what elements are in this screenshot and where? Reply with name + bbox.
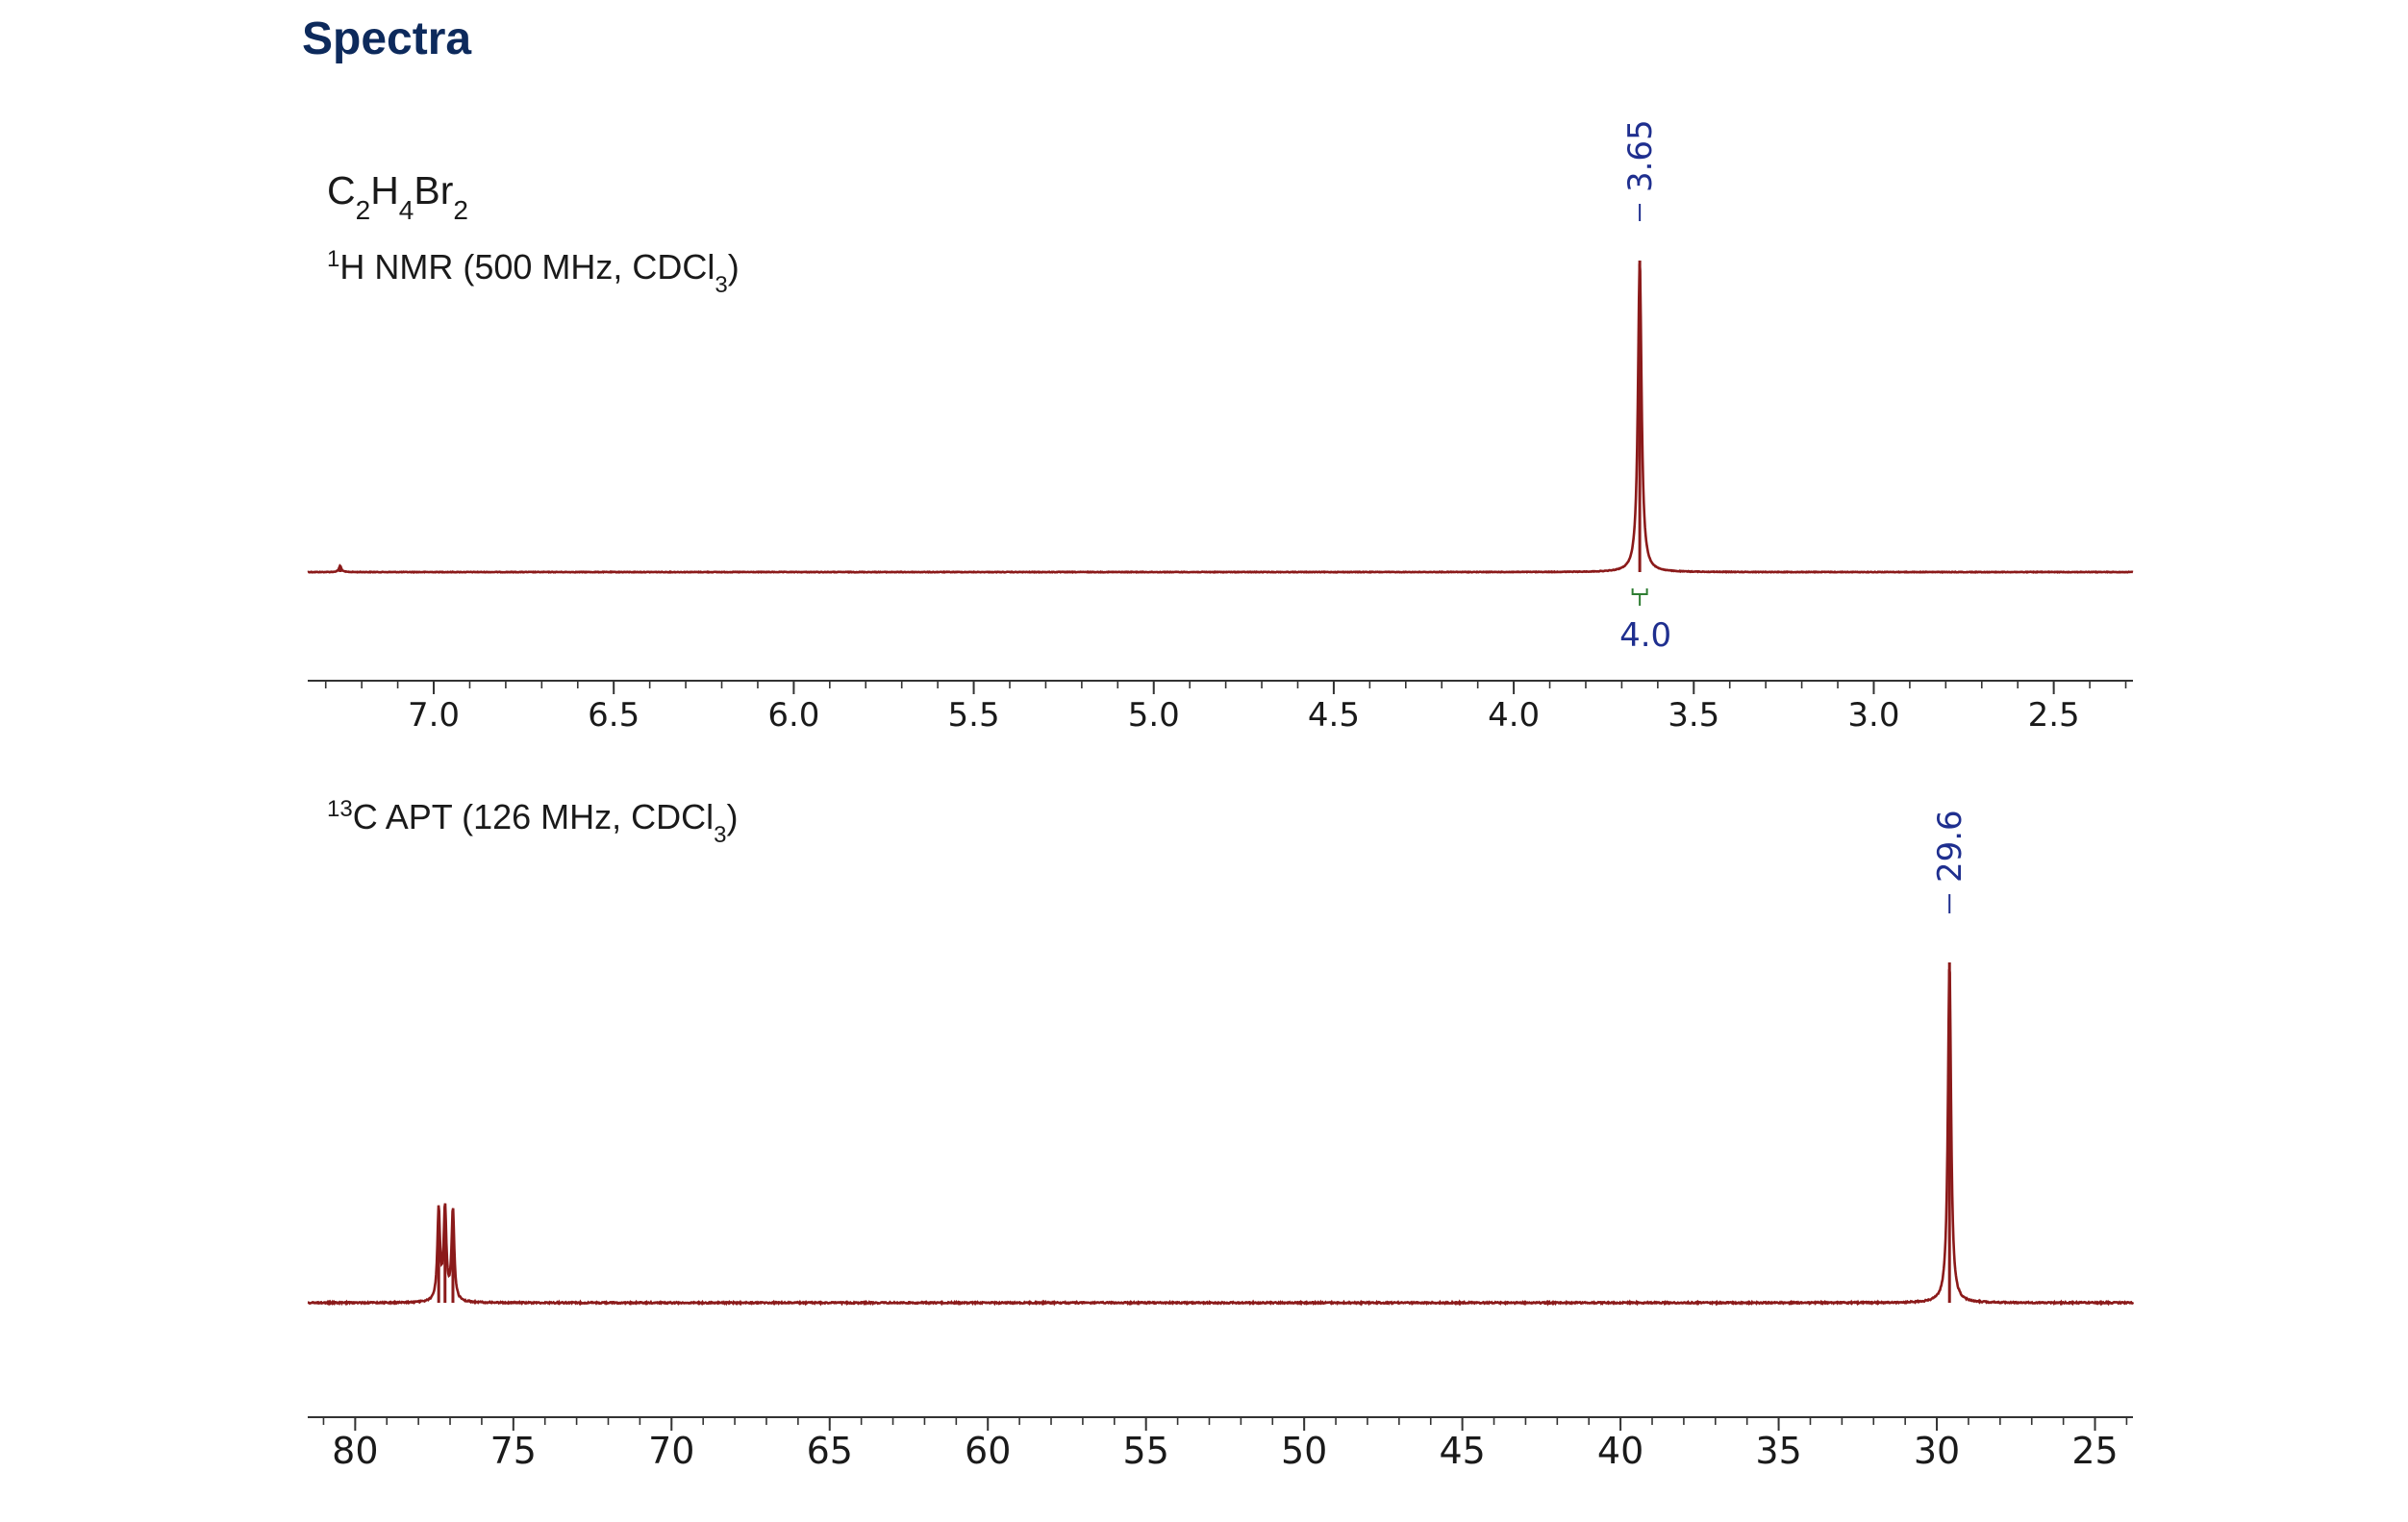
h-integral-label-0: 4.0 bbox=[1619, 616, 1671, 655]
h-nmr-close: ) bbox=[728, 247, 740, 287]
c-apt-text: C APT (126 MHz, CDCl bbox=[353, 797, 714, 836]
c-tick-label-5: 55 bbox=[1123, 1430, 1169, 1472]
h-tick-label-3: 5.5 bbox=[948, 696, 1000, 735]
c-peak-label-0: 29.6 bbox=[1931, 810, 1969, 883]
h-tick-label-5: 4.5 bbox=[1308, 696, 1360, 735]
h-nmr-subscript: 3 bbox=[715, 272, 727, 298]
c-apt-superscript: 13 bbox=[327, 796, 353, 822]
c-tick-label-8: 40 bbox=[1597, 1430, 1643, 1472]
c-tick-label-11: 25 bbox=[2071, 1430, 2118, 1472]
c-spectrum-trace bbox=[307, 968, 2135, 1307]
h-peak-label-0: 3.65 bbox=[1621, 119, 1660, 192]
h-nmr-text: H NMR (500 MHz, CDCl bbox=[339, 247, 715, 287]
c-tick-label-10: 30 bbox=[1914, 1430, 1960, 1472]
c-apt-experiment-label: 13C APT (126 MHz, CDCl3) bbox=[327, 796, 738, 848]
formula-h: H bbox=[370, 168, 399, 212]
h-tick-label-9: 2.5 bbox=[2028, 696, 2080, 735]
h-tick-label-1: 6.5 bbox=[588, 696, 640, 735]
formula-h-sub: 4 bbox=[399, 195, 414, 225]
c-tick-label-2: 70 bbox=[648, 1430, 694, 1472]
c-tick-label-4: 60 bbox=[965, 1430, 1011, 1472]
h-tick-label-6: 4.0 bbox=[1488, 696, 1540, 735]
h-tick-label-8: 3.0 bbox=[1847, 696, 1899, 735]
h-tick-label-7: 3.5 bbox=[1668, 696, 1719, 735]
h-tick-label-2: 6.0 bbox=[767, 696, 819, 735]
page-heading: Spectra bbox=[302, 13, 471, 64]
h-tick-label-0: 7.0 bbox=[408, 696, 460, 735]
h-nmr-spectrum: 7.0 6.5 6.0 5.5 5.0 4.5 4.0 3.5 3.0 2.5 3.65 4.0 bbox=[307, 119, 2134, 735]
h-spectrum-trace bbox=[307, 263, 2134, 574]
c-apt-subscript: 3 bbox=[714, 822, 726, 848]
h-integral-bracket-0 bbox=[1631, 588, 1648, 606]
formula-c-sub: 2 bbox=[356, 195, 371, 225]
c-apt-close: ) bbox=[726, 797, 738, 836]
h-tick-label-4: 5.0 bbox=[1128, 696, 1180, 735]
c-tick-label-1: 75 bbox=[490, 1430, 537, 1472]
c-tick-label-6: 50 bbox=[1281, 1430, 1327, 1472]
c-apt-spectrum: 80 75 70 65 60 55 50 45 40 35 30 25 29.6 bbox=[307, 810, 2135, 1472]
c-tick-label-7: 45 bbox=[1439, 1430, 1485, 1472]
compound-formula: C2H4Br2 bbox=[327, 168, 468, 225]
c-tick-label-0: 80 bbox=[332, 1430, 378, 1472]
c-tick-label-3: 65 bbox=[807, 1430, 853, 1472]
formula-br: Br bbox=[414, 168, 453, 212]
formula-br-sub: 2 bbox=[453, 195, 468, 225]
formula-c: C bbox=[327, 168, 356, 212]
h-nmr-superscript: 1 bbox=[327, 246, 339, 272]
h-nmr-experiment-label: 1H NMR (500 MHz, CDCl3) bbox=[327, 246, 740, 298]
c-tick-label-9: 35 bbox=[1755, 1430, 1801, 1472]
